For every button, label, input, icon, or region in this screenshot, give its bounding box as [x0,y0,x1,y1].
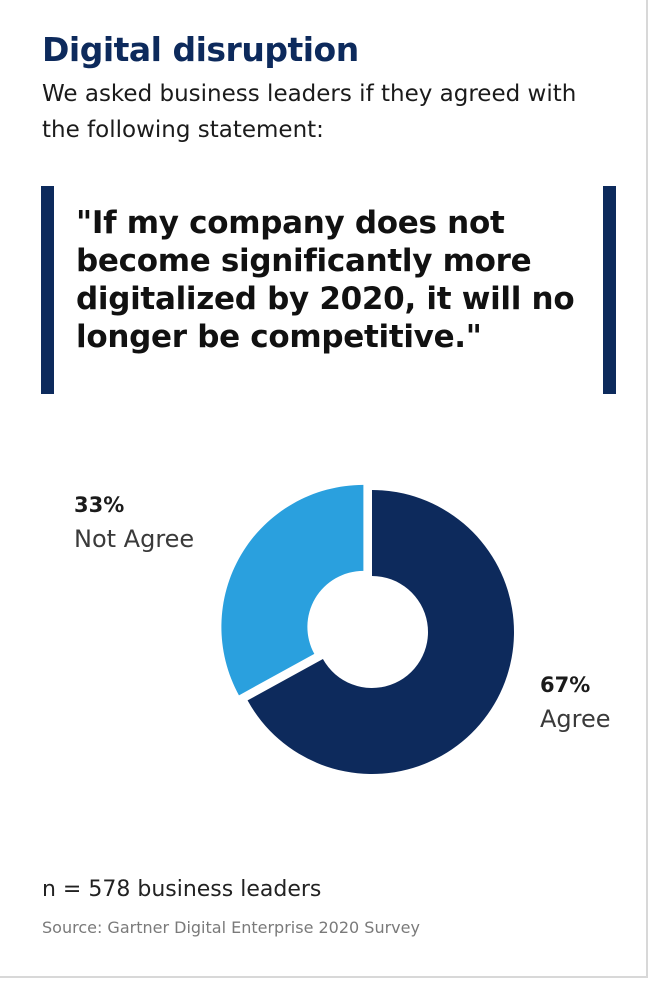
quote-bar-right [603,186,616,394]
donut-chart: 33% Not Agree 67% Agree [74,484,611,774]
not-agree-category-label: Not Agree [74,525,194,553]
chart-title: Digital disruption [42,30,359,69]
agree-slice [247,490,514,774]
sample-size-note: n = 578 business leaders [42,877,322,902]
not-agree-value-label: 33% [74,493,124,517]
chart-subtitle: We asked business leaders if they agreed… [42,81,577,143]
agree-value-label: 67% [540,673,590,697]
not-agree-slice [221,484,364,696]
source-note: Source: Gartner Digital Enterprise 2020 … [42,918,420,937]
donut-slices [221,484,514,774]
survey-statement: "If my company does not become significa… [76,205,575,355]
agree-category-label: Agree [540,705,611,733]
quote-bar-left [41,186,54,394]
